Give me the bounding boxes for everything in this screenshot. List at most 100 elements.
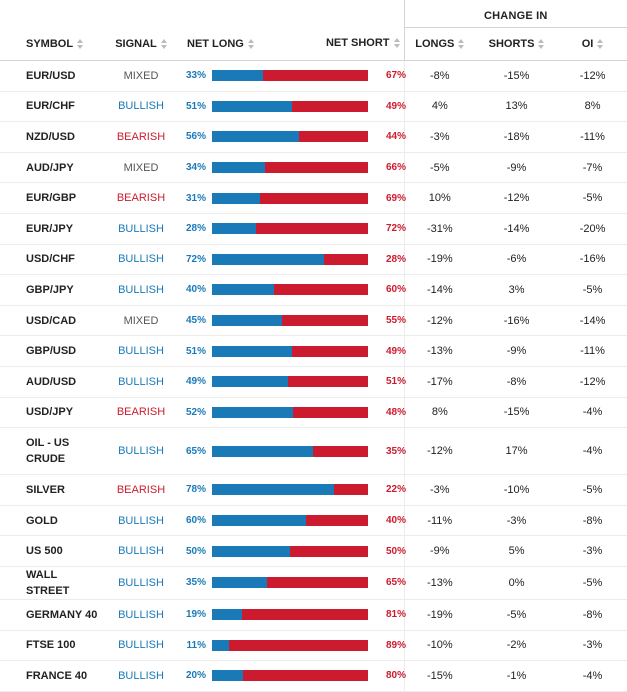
shorts-change-cell: 3%	[475, 274, 559, 306]
table-row[interactable]: USD/CAD MIXED 45% 55% -12% -16% -14%	[0, 305, 627, 337]
table-row[interactable]: USD/CHF BULLISH 72% 28% -19% -6% -16%	[0, 244, 627, 276]
oi-column-header[interactable]: OI	[558, 27, 627, 61]
table-row[interactable]: EUR/USD MIXED 33% 67% -8% -15% -12%	[0, 60, 627, 92]
table-row[interactable]: GOLD BULLISH 60% 40% -11% -3% -8%	[0, 505, 627, 537]
table-row[interactable]: FRANCE 40 BULLISH 20% 80% -15% -1% -4%	[0, 660, 627, 692]
symbol-cell[interactable]: GERMANY 40	[0, 599, 100, 631]
table-row[interactable]: FTSE 100 BULLISH 11% 89% -10% -2% -3%	[0, 630, 627, 662]
table-row[interactable]: EUR/CHF BULLISH 51% 49% 4% 13% 8%	[0, 91, 627, 123]
sort-icon[interactable]	[160, 38, 167, 49]
net-short-cell: 35%	[374, 427, 406, 476]
symbol-cell[interactable]: AUD/USD	[0, 366, 100, 398]
net-short-bar	[291, 345, 368, 357]
symbol-column-header[interactable]: SYMBOL	[0, 27, 100, 61]
shorts-change-cell: -10%	[475, 474, 559, 506]
longs-column-header[interactable]: LONGS	[403, 27, 476, 61]
net-short-cell: 22%	[374, 474, 406, 506]
sentiment-bar-cell	[212, 60, 374, 92]
net-short-column-header[interactable]: NET SHORT	[326, 27, 405, 61]
symbol-cell[interactable]: GOLD	[0, 505, 100, 537]
symbol-cell[interactable]: WALL STREET	[0, 566, 100, 600]
sentiment-bar	[212, 253, 368, 265]
shorts-change-cell: 0%	[475, 566, 559, 600]
shorts-change-cell: -12%	[475, 182, 559, 214]
net-short-cell: 44%	[374, 121, 406, 153]
sort-icon[interactable]	[458, 39, 465, 50]
table-row[interactable]: GBP/USD BULLISH 51% 49% -13% -9% -11%	[0, 335, 627, 367]
sentiment-bar	[212, 284, 368, 296]
table-row[interactable]: GERMANY 40 BULLISH 19% 81% -19% -5% -8%	[0, 599, 627, 631]
net-long-bar	[212, 315, 283, 327]
symbol-cell[interactable]: US 500	[0, 535, 100, 567]
sentiment-bar-cell	[212, 397, 374, 429]
symbol-cell[interactable]: EUR/USD	[0, 60, 100, 92]
table-row[interactable]: USD/JPY BEARISH 52% 48% 8% -15% -4%	[0, 397, 627, 429]
net-long-bar	[212, 515, 306, 527]
longs-change-cell: -14%	[403, 274, 476, 306]
table-row[interactable]: AUD/JPY MIXED 34% 66% -5% -9% -7%	[0, 152, 627, 184]
table-row[interactable]: WALL STREET BULLISH 35% 65% -13% 0% -5%	[0, 566, 627, 600]
signal-cell: BEARISH	[100, 397, 182, 429]
table-row[interactable]: GBP/JPY BULLISH 40% 60% -14% 3% -5%	[0, 274, 627, 306]
oi-change-cell: -5%	[558, 566, 627, 600]
sentiment-bar-cell	[212, 152, 374, 184]
sort-icon[interactable]	[597, 39, 604, 50]
net-short-cell: 28%	[374, 244, 406, 276]
sentiment-bar-cell	[212, 121, 374, 153]
net-long-bar	[212, 253, 325, 265]
table-row[interactable]: NZD/USD BEARISH 56% 44% -3% -18% -11%	[0, 121, 627, 153]
sentiment-bar-cell	[212, 335, 374, 367]
symbol-cell[interactable]: GBP/USD	[0, 335, 100, 367]
signal-cell: BULLISH	[100, 274, 182, 306]
net-short-bar	[290, 545, 368, 557]
table-row[interactable]: OIL - US CRUDE BULLISH 65% 35% -12% 17% …	[0, 427, 627, 476]
longs-change-cell: -11%	[403, 505, 476, 537]
table-row[interactable]: EUR/JPY BULLISH 28% 72% -31% -14% -20%	[0, 213, 627, 245]
net-short-cell: 50%	[374, 535, 406, 567]
table-row[interactable]: US 500 BULLISH 50% 50% -9% 5% -3%	[0, 535, 627, 567]
net-long-column-header[interactable]: NET LONG	[182, 27, 374, 61]
symbol-cell[interactable]: AUD/JPY	[0, 152, 100, 184]
sentiment-bar-cell	[212, 366, 374, 398]
symbol-cell[interactable]: FTSE 100	[0, 630, 100, 662]
net-short-bar	[260, 192, 368, 204]
net-short-bar	[313, 445, 368, 457]
symbol-cell[interactable]: EUR/CHF	[0, 91, 100, 123]
table-row[interactable]: AUD/USD BULLISH 49% 51% -17% -8% -12%	[0, 366, 627, 398]
symbol-cell[interactable]: OIL - US CRUDE	[0, 427, 100, 476]
net-long-bar	[212, 100, 292, 112]
sentiment-bar	[212, 100, 368, 112]
signal-column-header[interactable]: SIGNAL	[100, 27, 182, 61]
symbol-cell[interactable]: USD/JPY	[0, 397, 100, 429]
symbol-cell[interactable]: GBP/JPY	[0, 274, 100, 306]
net-short-bar	[263, 70, 368, 82]
sort-icon[interactable]	[393, 37, 400, 48]
sort-icon[interactable]	[77, 38, 84, 49]
sentiment-bar	[212, 484, 368, 496]
table-row[interactable]: EUR/GBP BEARISH 31% 69% 10% -12% -5%	[0, 182, 627, 214]
sentiment-bar	[212, 192, 368, 204]
sort-icon[interactable]	[538, 39, 545, 50]
symbol-cell[interactable]: SILVER	[0, 474, 100, 506]
symbol-cell[interactable]: USD/CHF	[0, 244, 100, 276]
sentiment-bar	[212, 376, 368, 388]
longs-change-cell: 10%	[403, 182, 476, 214]
net-short-cell: 65%	[374, 566, 406, 600]
table-row[interactable]: SILVER BEARISH 78% 22% -3% -10% -5%	[0, 474, 627, 506]
symbol-cell[interactable]: EUR/JPY	[0, 213, 100, 245]
net-long-bar	[212, 192, 261, 204]
symbol-cell[interactable]: NZD/USD	[0, 121, 100, 153]
signal-cell: MIXED	[100, 305, 182, 337]
shorts-column-header[interactable]: SHORTS	[475, 27, 559, 61]
signal-cell: BEARISH	[100, 474, 182, 506]
net-long-cell: 51%	[182, 335, 212, 367]
longs-change-cell: -3%	[403, 121, 476, 153]
symbol-cell[interactable]: USD/CAD	[0, 305, 100, 337]
symbol-cell[interactable]: EUR/GBP	[0, 182, 100, 214]
symbol-cell[interactable]: FRANCE 40	[0, 660, 100, 692]
sentiment-bar-cell	[212, 274, 374, 306]
sentiment-bar	[212, 223, 368, 235]
longs-change-cell: -5%	[403, 152, 476, 184]
sort-icon[interactable]	[247, 38, 254, 49]
net-long-cell: 49%	[182, 366, 212, 398]
